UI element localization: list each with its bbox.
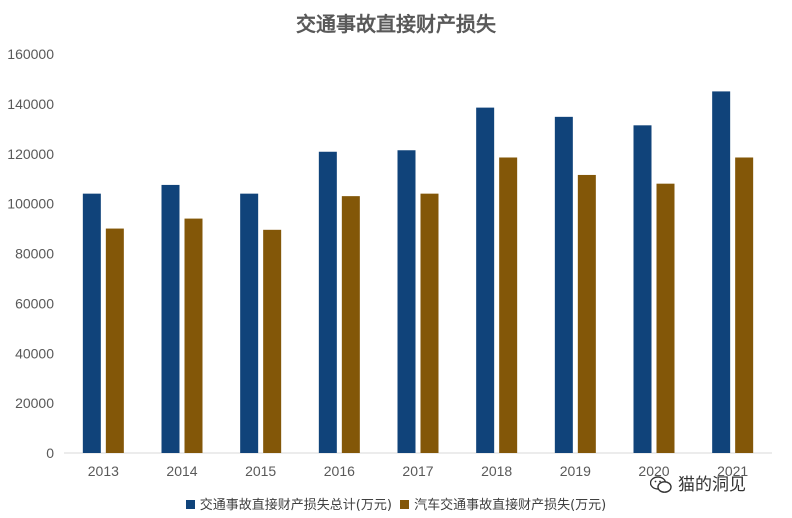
y-tick-label: 140000 xyxy=(7,96,54,112)
bar xyxy=(577,174,596,453)
legend-item-total: 交通事故直接财产损失总计(万元) xyxy=(185,494,392,513)
bar xyxy=(341,196,360,454)
x-tick-label: 2014 xyxy=(166,463,197,479)
bars xyxy=(82,91,754,454)
chart-title: 交通事故直接财产损失 xyxy=(296,12,496,36)
watermark-text: 猫的洞见 xyxy=(678,475,746,495)
bar xyxy=(554,116,573,453)
bar xyxy=(240,193,259,453)
bar xyxy=(420,193,439,453)
tick-labels: 0 20000 40000 60000 80000 100000 120000 140000 1… xyxy=(7,46,748,479)
bar xyxy=(735,157,754,453)
wechat-icon xyxy=(650,476,672,493)
x-tick-label: 2013 xyxy=(88,463,119,479)
bar xyxy=(656,183,675,454)
bar xyxy=(184,218,203,453)
legend-swatch-total xyxy=(185,500,195,509)
x-tick-label: 2016 xyxy=(324,463,355,479)
bar xyxy=(712,91,731,453)
bar xyxy=(318,151,337,453)
bar xyxy=(263,229,282,453)
x-tick-label: 2020 xyxy=(638,463,669,479)
y-tick-label: 20000 xyxy=(15,395,54,411)
bar xyxy=(633,125,652,453)
x-tick-label: 2021 xyxy=(717,463,748,479)
y-tick-label: 60000 xyxy=(15,295,54,311)
y-tick-label: 120000 xyxy=(7,146,54,162)
y-tick-label: 100000 xyxy=(7,196,54,212)
bar xyxy=(161,184,180,453)
bar xyxy=(499,157,518,453)
y-tick-label: 80000 xyxy=(15,246,54,262)
y-tick-label: 0 xyxy=(46,445,54,461)
y-tick-label: 40000 xyxy=(15,345,54,361)
x-tick-label: 2017 xyxy=(402,463,433,479)
x-tick-label: 2018 xyxy=(481,463,512,479)
y-tick-label: 160000 xyxy=(7,46,54,62)
legend-label-auto: 汽车交通事故直接财产损失(万元) xyxy=(414,498,607,513)
legend: 交通事故直接财产损失总计(万元) 汽车交通事故直接财产损失(万元) xyxy=(0,494,792,513)
bar xyxy=(105,228,124,453)
legend-item-auto: 汽车交通事故直接财产损失(万元) xyxy=(400,494,606,513)
legend-label-total: 交通事故直接财产损失总计(万元) xyxy=(199,498,392,513)
bar xyxy=(397,150,416,454)
bar xyxy=(82,193,101,453)
bar xyxy=(476,107,495,453)
x-tick-label: 2015 xyxy=(245,463,276,479)
x-tick-label: 2019 xyxy=(560,463,591,479)
watermark: 猫的洞见 xyxy=(650,470,746,495)
legend-swatch-auto xyxy=(400,500,410,509)
